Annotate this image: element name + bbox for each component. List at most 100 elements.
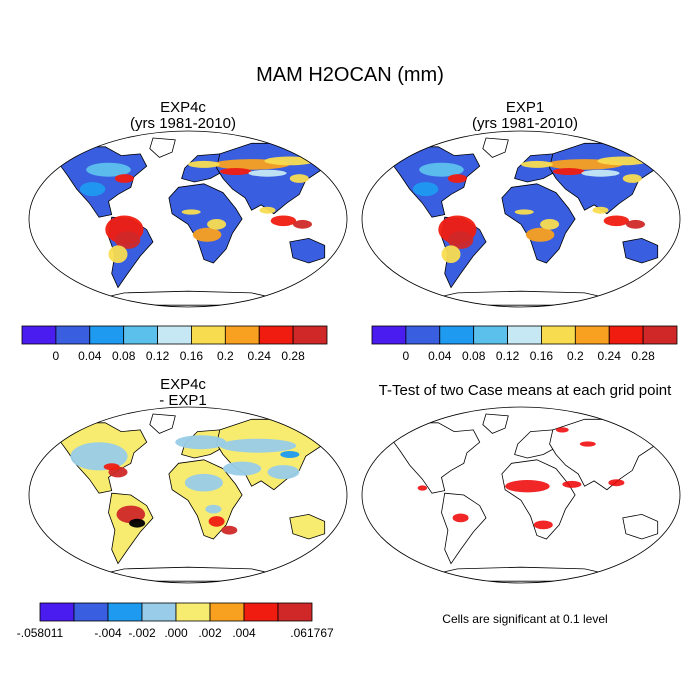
map-3-data-patch xyxy=(70,442,128,471)
map-panel-3 xyxy=(28,406,348,584)
map-1-data-patch xyxy=(114,231,141,249)
colorbar-1-tick-label: 0.28 xyxy=(281,349,305,363)
map-3-data-patch xyxy=(219,438,297,453)
map-1-greenland-outline xyxy=(149,137,176,158)
map-3-border xyxy=(28,406,348,584)
map-3-data-patch xyxy=(103,463,120,471)
map-3-data-patch xyxy=(223,461,262,476)
colorbar-3-tick-label: -.004 xyxy=(94,626,122,640)
map-1-data-patch xyxy=(114,174,134,183)
map-2-data-patch xyxy=(521,160,553,168)
map-2-data-patch xyxy=(603,215,630,227)
colorbar-1: 0 0.04 0.08 0.12 0.16 0.2 0.24 0.28 xyxy=(21,325,328,363)
colorbar-1-tick-label: 0 xyxy=(53,349,60,363)
colorbar-1-swatch xyxy=(224,325,260,345)
map-2-data-patch xyxy=(447,231,474,249)
colorbar-2-swatch xyxy=(371,325,407,345)
colorbar-2-swatch xyxy=(507,325,542,345)
map-1-north-america-outline xyxy=(55,146,148,218)
panel1-title: EXP4c xyxy=(160,99,206,116)
colorbar-3-swatch xyxy=(141,602,177,622)
colorbar-1-tick-label: 0.04 xyxy=(78,349,102,363)
map-2-data-patch xyxy=(622,174,642,183)
map-1-data-patch xyxy=(79,182,106,197)
map-1-data-patch xyxy=(270,215,297,227)
colorbar-3-swatch xyxy=(243,602,279,622)
colorbar-3-swatch xyxy=(277,602,313,622)
map-1-data-patch xyxy=(248,169,287,177)
map-1-data-patch xyxy=(259,206,276,214)
map-2-data-patch xyxy=(514,209,534,215)
map-4-europe-outline xyxy=(514,429,560,459)
map-3-australia-outline xyxy=(289,513,326,540)
map-4-australia-outline xyxy=(622,513,659,540)
map-4-data-patch xyxy=(417,485,428,491)
map-3-data-patch xyxy=(129,518,146,528)
panel2-subtitle: (yrs 1981-2010) xyxy=(472,115,578,132)
map-2-data-patch xyxy=(447,174,467,183)
map-panel-2 xyxy=(361,130,681,308)
map-4-border xyxy=(361,406,681,584)
colorbar-2-swatch xyxy=(473,325,508,345)
map-2-data-patch xyxy=(592,206,609,214)
colorbar-2-swatch xyxy=(405,325,441,345)
colorbar-1-swatch xyxy=(21,325,57,345)
colorbar-3: -.058011 -.004 -.002 .000 .002 .004 .061767 xyxy=(17,602,334,640)
colorbar-2-swatch xyxy=(608,325,644,345)
colorbar-3-swatch xyxy=(39,602,75,622)
map-2-data-patch xyxy=(597,156,649,166)
colorbar-1-tick-label: 0.2 xyxy=(217,349,234,363)
map-3-data-patch xyxy=(175,435,227,450)
map-4-data-patch xyxy=(452,513,469,523)
colorbar-1-swatch xyxy=(292,325,328,345)
colorbar-1-tick-label: 0.24 xyxy=(248,349,272,363)
map-2-data-patch xyxy=(626,219,645,229)
map-4-south-america-outline xyxy=(441,492,487,565)
map-2-data-patch xyxy=(412,182,439,197)
map-3-data-patch xyxy=(221,525,238,535)
map-3-asia-outline xyxy=(216,418,326,491)
map-1-data-patch xyxy=(293,219,312,229)
map-1-data-patch xyxy=(219,168,252,175)
colorbar-2-tick-label: 0.04 xyxy=(428,349,452,363)
colorbar-1-swatch xyxy=(55,325,91,345)
map-1-border xyxy=(28,130,348,308)
colorbar-3-tick-label: .004 xyxy=(232,626,256,640)
map-3-data-patch xyxy=(205,504,222,514)
colorbar-2-tick-label: 0.08 xyxy=(462,349,486,363)
map-2-antarctica-outline xyxy=(425,290,617,306)
map-3-antarctica-outline xyxy=(92,566,284,582)
map-4-antarctica-outline xyxy=(425,566,617,582)
map-2-africa-outline xyxy=(501,183,576,264)
map-2-europe-outline xyxy=(514,153,560,183)
map-1-australia-outline xyxy=(289,237,326,264)
map-3-data-patch xyxy=(280,451,300,458)
map-3-data-patch xyxy=(184,473,223,492)
panel3-subtitle: - EXP1 xyxy=(159,392,207,409)
colorbar-3-swatch xyxy=(107,602,143,622)
colorbar-3-tick-label: .061767 xyxy=(290,626,334,640)
colorbar-2: 0 0.04 0.08 0.12 0.16 0.2 0.24 0.28 xyxy=(371,325,678,363)
colorbar-2-tick-label: 0.24 xyxy=(598,349,622,363)
map-1-data-patch xyxy=(264,156,316,166)
map-1-data-patch xyxy=(207,219,227,230)
map-4-data-patch xyxy=(579,441,596,447)
map-1-europe-outline xyxy=(181,153,227,183)
map-4-africa-outline xyxy=(501,459,576,540)
map-1-data-patch xyxy=(108,245,128,263)
map-1-data-patch xyxy=(289,174,309,183)
map-2-data-patch xyxy=(441,245,461,263)
colorbar-1-tick-label: 0.08 xyxy=(112,349,136,363)
colorbar-3-tick-label: -.058011 xyxy=(17,626,64,640)
map-1-antarctica-outline xyxy=(92,290,284,306)
panel3-title: EXP4c xyxy=(160,376,206,393)
colorbar-3-tick-label: .002 xyxy=(198,626,222,640)
colorbar-2-tick-label: 0 xyxy=(403,349,410,363)
map-1-africa-outline xyxy=(168,183,243,264)
map-4-data-patch xyxy=(505,480,550,493)
colorbar-3-tick-label: -.002 xyxy=(128,626,156,640)
map-panel-4 xyxy=(361,406,681,584)
map-2-data-patch xyxy=(581,169,620,177)
map-1-data-patch xyxy=(188,160,220,168)
